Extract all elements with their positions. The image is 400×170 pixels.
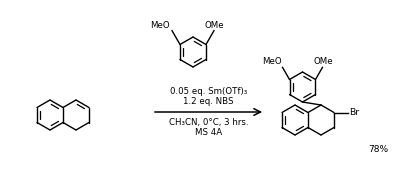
Text: OMe: OMe bbox=[204, 21, 224, 30]
Text: MeO: MeO bbox=[150, 21, 170, 30]
Text: OMe: OMe bbox=[314, 57, 333, 66]
Text: 78%: 78% bbox=[368, 146, 388, 155]
Text: CH₃CN, 0°C, 3 hrs.: CH₃CN, 0°C, 3 hrs. bbox=[169, 118, 248, 127]
Text: 0.05 eq. Sm(OTf)₃: 0.05 eq. Sm(OTf)₃ bbox=[170, 87, 247, 96]
Text: MeO: MeO bbox=[262, 57, 282, 66]
Text: Br: Br bbox=[349, 108, 359, 117]
Text: 1.2 eq. NBS: 1.2 eq. NBS bbox=[183, 97, 234, 106]
Text: MS 4A: MS 4A bbox=[195, 128, 222, 137]
